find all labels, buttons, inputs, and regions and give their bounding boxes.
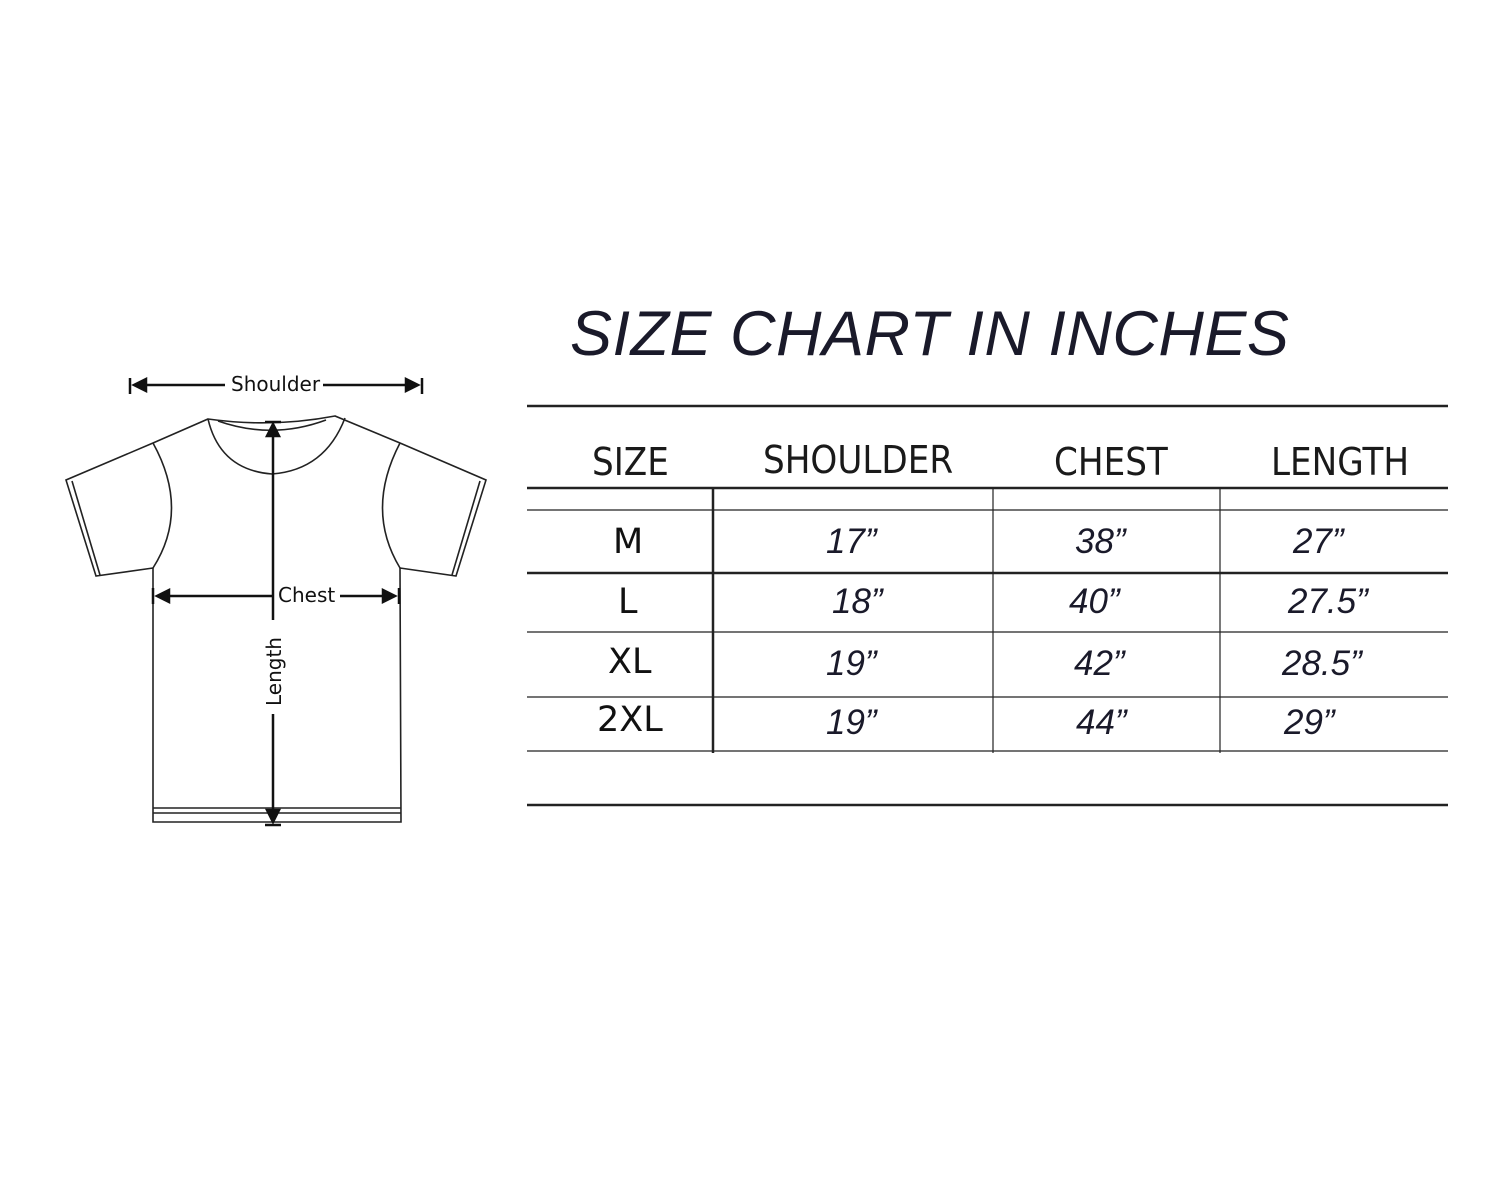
length-cell: 27”	[1293, 522, 1344, 561]
length-cell: 29”	[1284, 703, 1335, 742]
size-cell: L	[618, 582, 638, 622]
length-cell: 27.5”	[1288, 582, 1368, 621]
page-title: SIZE CHART IN INCHES	[570, 299, 1290, 369]
chest-cell: 42”	[1074, 644, 1125, 683]
size-cell: XL	[608, 642, 652, 682]
shoulder-cell: 19”	[826, 644, 877, 683]
chest-cell: 44”	[1076, 703, 1127, 742]
header-length: LENGTH	[1271, 440, 1410, 484]
measure-arrows	[128, 376, 424, 827]
tshirt-outline	[65, 415, 487, 823]
table-grid	[527, 404, 1448, 807]
shoulder-label: Shoulder	[231, 372, 321, 396]
shoulder-cell: 18”	[832, 582, 883, 621]
chest-label: Chest	[278, 583, 335, 607]
size-cell: 2XL	[597, 700, 663, 740]
header-size: SIZE	[592, 440, 669, 484]
length-label: Length	[262, 637, 286, 706]
chest-cell: 40”	[1069, 582, 1120, 621]
chest-cell: 38”	[1075, 522, 1126, 561]
size-cell: M	[613, 522, 644, 562]
header-chest: CHEST	[1054, 440, 1168, 484]
header-shoulder: SHOULDER	[763, 438, 954, 482]
shoulder-cell: 17”	[826, 522, 877, 561]
shoulder-cell: 19”	[826, 703, 877, 742]
length-cell: 28.5”	[1282, 644, 1362, 683]
